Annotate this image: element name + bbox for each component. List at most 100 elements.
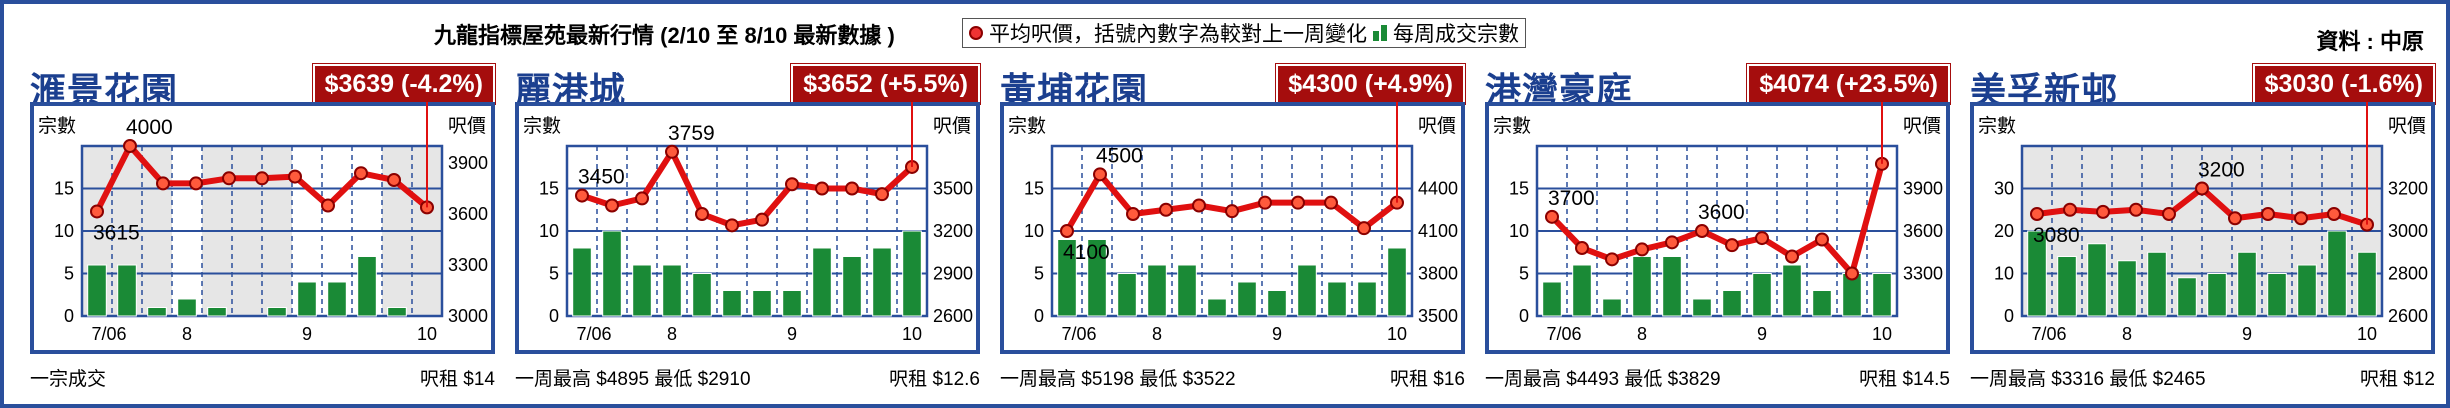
y-tick-right: 3000 bbox=[448, 306, 488, 326]
footnote-rent: 呎租 $12 bbox=[2360, 369, 2435, 390]
x-tick: 7/06 bbox=[1546, 324, 1581, 344]
x-tick: 7/06 bbox=[2031, 324, 2066, 344]
y-tick-left: 0 bbox=[2004, 306, 2014, 326]
x-tick: 8 bbox=[2122, 324, 2132, 344]
y-tick-left: 10 bbox=[1994, 264, 2014, 284]
price-point bbox=[255, 171, 269, 186]
price-point bbox=[1785, 249, 1799, 264]
y-tick-left: 15 bbox=[54, 179, 74, 199]
price-point bbox=[875, 187, 889, 202]
y-tick-left: 10 bbox=[1509, 221, 1529, 241]
volume-bar bbox=[267, 307, 287, 317]
volume-bar bbox=[2147, 251, 2167, 317]
volume-bar bbox=[1177, 264, 1197, 317]
y-tick-left: 30 bbox=[1994, 179, 2014, 199]
price-point bbox=[1545, 209, 1559, 224]
volume-bar bbox=[1602, 298, 1622, 317]
volume-bar bbox=[662, 264, 682, 317]
price-point bbox=[695, 207, 709, 221]
x-tick: 8 bbox=[667, 324, 677, 344]
volume-bar bbox=[1662, 256, 1682, 317]
axis-title-right: 呎價 bbox=[1418, 115, 1456, 137]
legend-volume-label: 每周成交宗數 bbox=[1393, 23, 1519, 46]
price-point bbox=[605, 198, 619, 213]
price-point bbox=[1258, 195, 1272, 210]
price-point bbox=[288, 169, 302, 184]
price-change-badge: $4300 (+4.9%) bbox=[1275, 63, 1466, 105]
volume-bar bbox=[1117, 273, 1137, 317]
footnote-rent: 呎租 $14.5 bbox=[1859, 369, 1950, 390]
footnote-left: 一周最高 $3316 最低 $2465 bbox=[1970, 369, 2206, 390]
price-point bbox=[1695, 224, 1709, 238]
volume-bar bbox=[1327, 281, 1347, 317]
volume-bar bbox=[1057, 239, 1077, 317]
price-point bbox=[575, 188, 589, 203]
volume-bar bbox=[87, 264, 107, 317]
y-tick-left: 15 bbox=[539, 179, 559, 199]
price-change-badge: $3639 (-4.2%) bbox=[311, 63, 497, 105]
volume-bar bbox=[2177, 277, 2197, 317]
x-tick: 10 bbox=[1872, 324, 1892, 344]
chart: 3080 3200 宗數 呎價 0 10 20 30 2600 2800 3000 3200 7/06 8… bbox=[1970, 102, 2435, 354]
price-point-label: 3700 bbox=[1548, 187, 1595, 210]
y-tick-left: 15 bbox=[1024, 179, 1044, 199]
plot-border bbox=[80, 144, 444, 318]
volume-bar bbox=[1812, 290, 1832, 317]
panel-1: 麗港城 $3652 (+5.5%) 3450 3759 宗數 呎價 0 5 10 15 2600… bbox=[515, 60, 981, 394]
price-point-label: 4000 bbox=[126, 116, 173, 139]
volume-bar bbox=[2357, 251, 2377, 317]
price-point bbox=[1815, 232, 1829, 247]
price-point bbox=[1159, 202, 1173, 217]
price-point bbox=[387, 173, 401, 187]
panel-4: 美孚新邨 $3030 (-1.6%) 3080 3200 宗數 呎價 0 10 20 30 26… bbox=[1970, 60, 2437, 394]
y-tick-left: 5 bbox=[1034, 264, 1044, 284]
panel-3: 港灣豪庭 $4074 (+23.5%) 3700 3600 宗數 呎價 0 5 10 15 33… bbox=[1485, 60, 1951, 394]
price-marker-icon bbox=[969, 26, 983, 40]
y-tick-right: 4400 bbox=[1418, 179, 1458, 199]
price-point bbox=[1225, 204, 1239, 219]
volume-bar bbox=[872, 247, 892, 317]
volume-bar bbox=[117, 264, 137, 317]
y-tick-left: 15 bbox=[1509, 179, 1529, 199]
x-tick: 10 bbox=[417, 324, 437, 344]
legend-price-label: 平均呎價，括號內數字為較對上一周變化 bbox=[989, 23, 1367, 46]
volume-bar bbox=[752, 290, 772, 317]
y-tick-right: 3000 bbox=[2388, 221, 2428, 241]
volume-bar bbox=[1387, 247, 1407, 317]
x-tick: 9 bbox=[1757, 324, 1767, 344]
price-point bbox=[2294, 211, 2308, 226]
page-title: 九龍指標屋苑最新行情 (2/10 至 8/10 最新數據 ) bbox=[434, 23, 895, 48]
volume-bar bbox=[387, 307, 407, 317]
panel-2: 黃埔花園 $4300 (+4.9%) 4100 4500 宗數 呎價 0 5 10 15 350… bbox=[1000, 60, 1466, 394]
volume-bar bbox=[692, 273, 712, 317]
y-tick-right: 3500 bbox=[1418, 306, 1458, 326]
price-point bbox=[1575, 241, 1589, 255]
volume-bar bbox=[2297, 264, 2317, 317]
volume-bar bbox=[1087, 239, 1107, 317]
panel-0: 滙景花園 $3639 (-4.2%) 3615 4000 宗數 呎價 0 5 10 15 300… bbox=[30, 60, 497, 394]
y-tick-left: 0 bbox=[64, 306, 74, 326]
price-point bbox=[1605, 252, 1619, 267]
volume-bar bbox=[2327, 230, 2347, 317]
price-point-label: 3615 bbox=[93, 221, 140, 244]
volume-bar bbox=[842, 256, 862, 317]
price-point bbox=[635, 191, 649, 206]
x-tick: 10 bbox=[902, 324, 922, 344]
axis-title-left: 宗數 bbox=[38, 115, 76, 137]
price-point bbox=[725, 218, 739, 233]
x-tick: 9 bbox=[302, 324, 312, 344]
y-tick-right: 3500 bbox=[933, 179, 973, 199]
price-point bbox=[2162, 207, 2176, 221]
price-point bbox=[1060, 224, 1074, 238]
price-point bbox=[222, 171, 236, 186]
price-point-label: 4500 bbox=[1096, 144, 1143, 167]
canvas: 九龍指標屋苑最新行情 (2/10 至 8/10 最新數據 ) 平均呎價，括號內數… bbox=[4, 4, 2446, 404]
price-point bbox=[1126, 207, 1140, 221]
price-point bbox=[354, 166, 368, 181]
volume-bar bbox=[722, 290, 742, 317]
footnote-left: 一周最高 $5198 最低 $3522 bbox=[1000, 369, 1236, 390]
plot-border bbox=[2020, 144, 2384, 318]
price-point bbox=[1324, 195, 1338, 210]
volume-bar bbox=[1722, 290, 1742, 317]
